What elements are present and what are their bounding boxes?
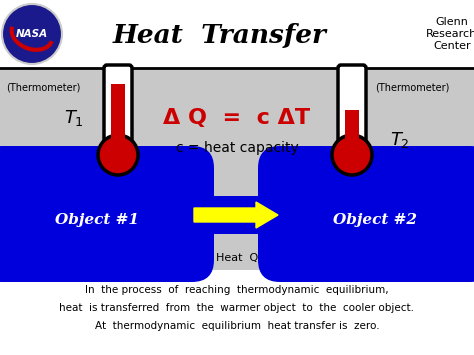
Text: At  thermodynamic  equilibrium  heat transfer is  zero.: At thermodynamic equilibrium heat transf… [95, 321, 379, 331]
Bar [111, 70, 125, 142]
Text: (Thermometer): (Thermometer) [375, 83, 449, 93]
FancyBboxPatch shape [104, 65, 132, 157]
FancyBboxPatch shape [258, 146, 474, 282]
Bar [0, 68, 474, 270]
Text: Heat  Q: Heat Q [216, 253, 258, 263]
Text: $T_2$: $T_2$ [390, 130, 410, 150]
Text: c = heat capacity: c = heat capacity [176, 141, 298, 155]
Bar [0, 270, 474, 355]
Text: (Thermometer): (Thermometer) [6, 83, 81, 93]
FancyBboxPatch shape [0, 146, 214, 282]
Bar [192, 196, 280, 234]
Text: Object #1: Object #1 [55, 213, 139, 227]
Text: Object #2: Object #2 [333, 213, 417, 227]
Bar [345, 110, 359, 144]
Text: heat  is transferred  from  the  warmer object  to  the  cooler object.: heat is transferred from the warmer obje… [60, 303, 414, 313]
Text: $T_1$: $T_1$ [64, 108, 84, 128]
Text: Glenn
Research
Center: Glenn Research Center [427, 17, 474, 51]
Circle shape [98, 135, 138, 175]
FancyArrow shape [194, 202, 278, 228]
Text: Δ Q  =  c ΔT: Δ Q = c ΔT [164, 108, 310, 128]
Text: In  the process  of  reaching  thermodynamic  equilibrium,: In the process of reaching thermodynamic… [85, 285, 389, 295]
Bar [0, 0, 474, 68]
Circle shape [2, 4, 62, 64]
Circle shape [332, 135, 372, 175]
FancyBboxPatch shape [338, 65, 366, 157]
Text: Heat  Transfer: Heat Transfer [113, 22, 327, 48]
Text: NASA: NASA [16, 29, 48, 39]
Bar [111, 70, 125, 84]
